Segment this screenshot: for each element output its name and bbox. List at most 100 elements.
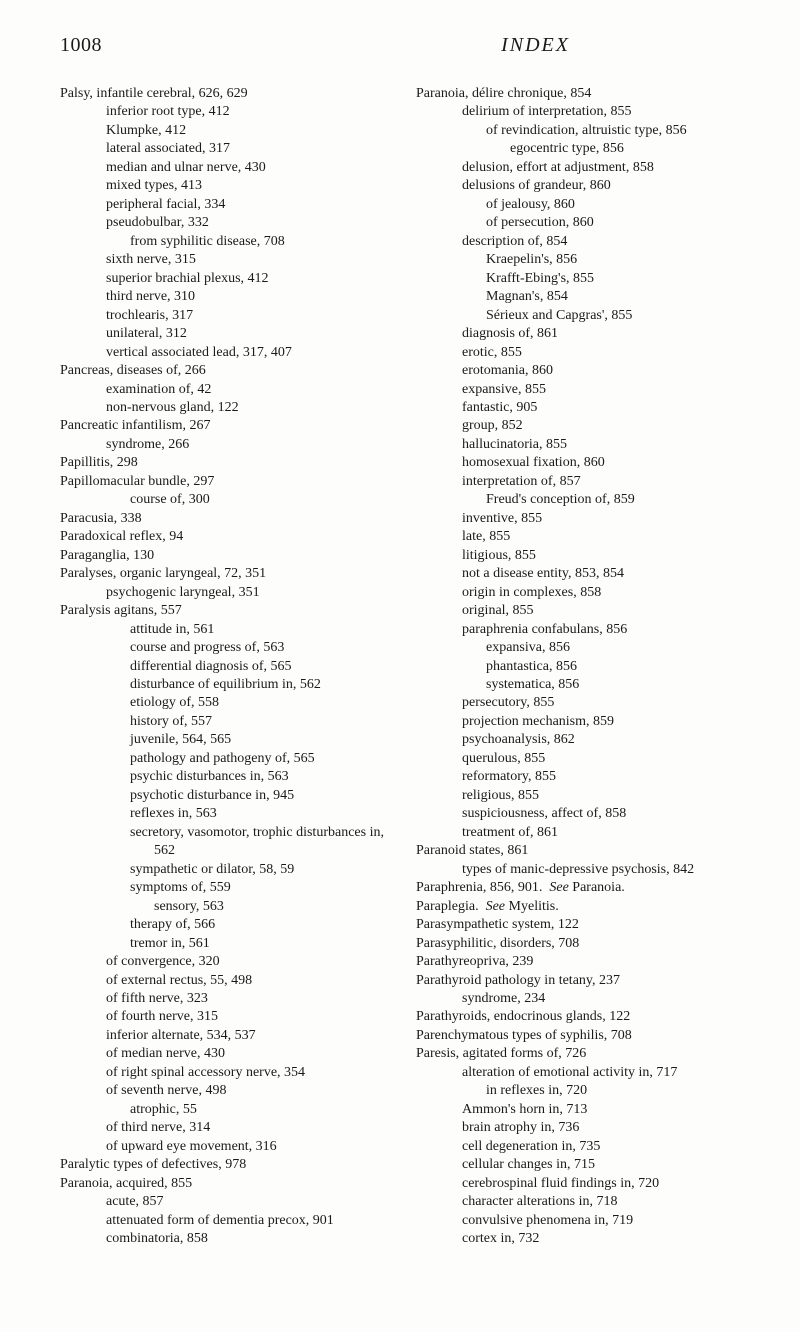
index-entry: group, 852 [416,417,750,435]
index-entry: systematica, 856 [416,676,750,694]
index-entry: Sérieux and Capgras', 855 [416,307,750,325]
index-entry: of seventh nerve, 498 [60,1082,394,1100]
index-entry: trochlearis, 317 [60,307,394,325]
index-entry: sensory, 563 [60,898,394,916]
index-entry: Paranoia, acquired, 855 [60,1175,394,1193]
index-entry: Papillomacular bundle, 297 [60,473,394,491]
index-entry: in reflexes in, 720 [416,1082,750,1100]
index-entry: attitude in, 561 [60,621,394,639]
index-entry: interpretation of, 857 [416,473,750,491]
index-page: 1008 INDEX Palsy, infantile cerebral, 62… [0,0,800,1332]
index-entry: Parathyroids, endocrinous glands, 122 [416,1008,750,1026]
index-entry: Palsy, infantile cerebral, 626, 629 [60,85,394,103]
index-entry: expansive, 855 [416,381,750,399]
index-entry: Paradoxical reflex, 94 [60,528,394,546]
index-entry: character alterations in, 718 [416,1193,750,1211]
index-entry: course of, 300 [60,491,394,509]
index-entry: treatment of, 861 [416,824,750,842]
index-entry: sixth nerve, 315 [60,251,394,269]
index-entry: vertical associated lead, 317, 407 [60,344,394,362]
index-entry: not a disease entity, 853, 854 [416,565,750,583]
index-entry: Paralysis agitans, 557 [60,602,394,620]
index-entry: erotomania, 860 [416,362,750,380]
left-column: Palsy, infantile cerebral, 626, 629 infer… [60,85,394,1249]
index-entry: pseudobulbar, 332 [60,214,394,232]
index-entry: psychoanalysis, 862 [416,731,750,749]
index-entry: of third nerve, 314 [60,1119,394,1137]
index-entry: attenuated form of dementia precox, 901 [60,1212,394,1230]
index-entry: examination of, 42 [60,381,394,399]
index-entry: of upward eye movement, 316 [60,1138,394,1156]
index-entry: psychotic disturbance in, 945 [60,787,394,805]
index-entry: Ammon's horn in, 713 [416,1101,750,1119]
index-entry: from syphilitic disease, 708 [60,233,394,251]
index-entry: Paraplegia. See Myelitis. [416,898,750,916]
page-number: 1008 [60,34,102,57]
index-entry: psychic disturbances in, 563 [60,768,394,786]
index-entry: lateral associated, 317 [60,140,394,158]
index-entry: secretory, vasomotor, trophic disturbanc… [60,824,394,861]
index-entry: tremor in, 561 [60,935,394,953]
index-entry: Paralyses, organic laryngeal, 72, 351 [60,565,394,583]
index-entry: fantastic, 905 [416,399,750,417]
index-entry: third nerve, 310 [60,288,394,306]
index-entry: description of, 854 [416,233,750,251]
index-entry: acute, 857 [60,1193,394,1211]
index-entry: hallucinatoria, 855 [416,436,750,454]
index-entry: litigious, 855 [416,547,750,565]
index-entry: inferior alternate, 534, 537 [60,1027,394,1045]
index-entry: Paranoid states, 861 [416,842,750,860]
index-entry: Parasyphilitic, disorders, 708 [416,935,750,953]
index-entry: expansiva, 856 [416,639,750,657]
index-entry: syndrome, 266 [60,436,394,454]
right-column: Paranoia, délire chronique, 854delirium … [416,85,750,1249]
index-entry: phantastica, 856 [416,658,750,676]
index-entry: Klumpke, 412 [60,122,394,140]
index-entry: Paresis, agitated forms of, 726 [416,1045,750,1063]
index-entry: Pancreatic infantilism, 267 [60,417,394,435]
index-entry: superior brachial plexus, 412 [60,270,394,288]
index-entry: of jealousy, 860 [416,196,750,214]
index-entry: persecutory, 855 [416,694,750,712]
index-entry: combinatoria, 858 [60,1230,394,1248]
index-entry: delusion, effort at adjustment, 858 [416,159,750,177]
index-entry: alteration of emotional activity in, 717 [416,1064,750,1082]
index-entry: erotic, 855 [416,344,750,362]
index-entry: Kraepelin's, 856 [416,251,750,269]
index-entry: Papillitis, 298 [60,454,394,472]
index-entry: of fourth nerve, 315 [60,1008,394,1026]
index-entry: of right spinal accessory nerve, 354 [60,1064,394,1082]
index-entry: delusions of grandeur, 860 [416,177,750,195]
index-entry: inventive, 855 [416,510,750,528]
page-header: 1008 INDEX [60,34,750,57]
index-entry: brain atrophy in, 736 [416,1119,750,1137]
index-entry: Paralytic types of defectives, 978 [60,1156,394,1174]
index-entry: cortex in, 732 [416,1230,750,1248]
index-entry: religious, 855 [416,787,750,805]
index-entry: etiology of, 558 [60,694,394,712]
index-entry: Parasympathetic system, 122 [416,916,750,934]
index-entry: types of manic-depressive psychosis, 842 [416,861,750,879]
index-entry: peripheral facial, 334 [60,196,394,214]
index-entry: course and progress of, 563 [60,639,394,657]
index-entry: of persecution, 860 [416,214,750,232]
index-entry: delirium of interpretation, 855 [416,103,750,121]
index-entry: mixed types, 413 [60,177,394,195]
index-entry: Paraphrenia, 856, 901. See Paranoia. [416,879,750,897]
running-title: INDEX [501,34,570,57]
index-entry: convulsive phenomena in, 719 [416,1212,750,1230]
index-entry: paraphrenia confabulans, 856 [416,621,750,639]
index-entry: median and ulnar nerve, 430 [60,159,394,177]
index-entry: egocentric type, 856 [416,140,750,158]
index-entry: of revindication, altruistic type, 856 [416,122,750,140]
index-entry: reflexes in, 563 [60,805,394,823]
index-entry: Parathyreopriva, 239 [416,953,750,971]
index-entry: syndrome, 234 [416,990,750,1008]
index-entry: original, 855 [416,602,750,620]
index-entry: therapy of, 566 [60,916,394,934]
index-entry: projection mechanism, 859 [416,713,750,731]
index-entry: Paraganglia, 130 [60,547,394,565]
index-entry: juvenile, 564, 565 [60,731,394,749]
index-entry: cerebrospinal fluid findings in, 720 [416,1175,750,1193]
index-entry: cell degeneration in, 735 [416,1138,750,1156]
